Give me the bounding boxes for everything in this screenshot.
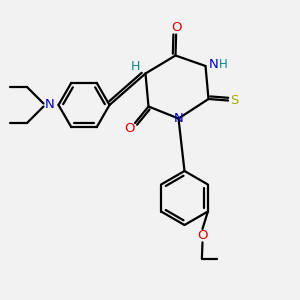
Text: S: S — [230, 94, 239, 107]
Text: N: N — [174, 112, 183, 125]
Text: H: H — [131, 59, 141, 73]
Text: N: N — [45, 98, 55, 112]
Text: H: H — [219, 58, 228, 71]
Text: O: O — [197, 229, 208, 242]
Text: O: O — [124, 122, 135, 136]
Text: N: N — [209, 58, 219, 71]
Text: O: O — [171, 21, 181, 34]
